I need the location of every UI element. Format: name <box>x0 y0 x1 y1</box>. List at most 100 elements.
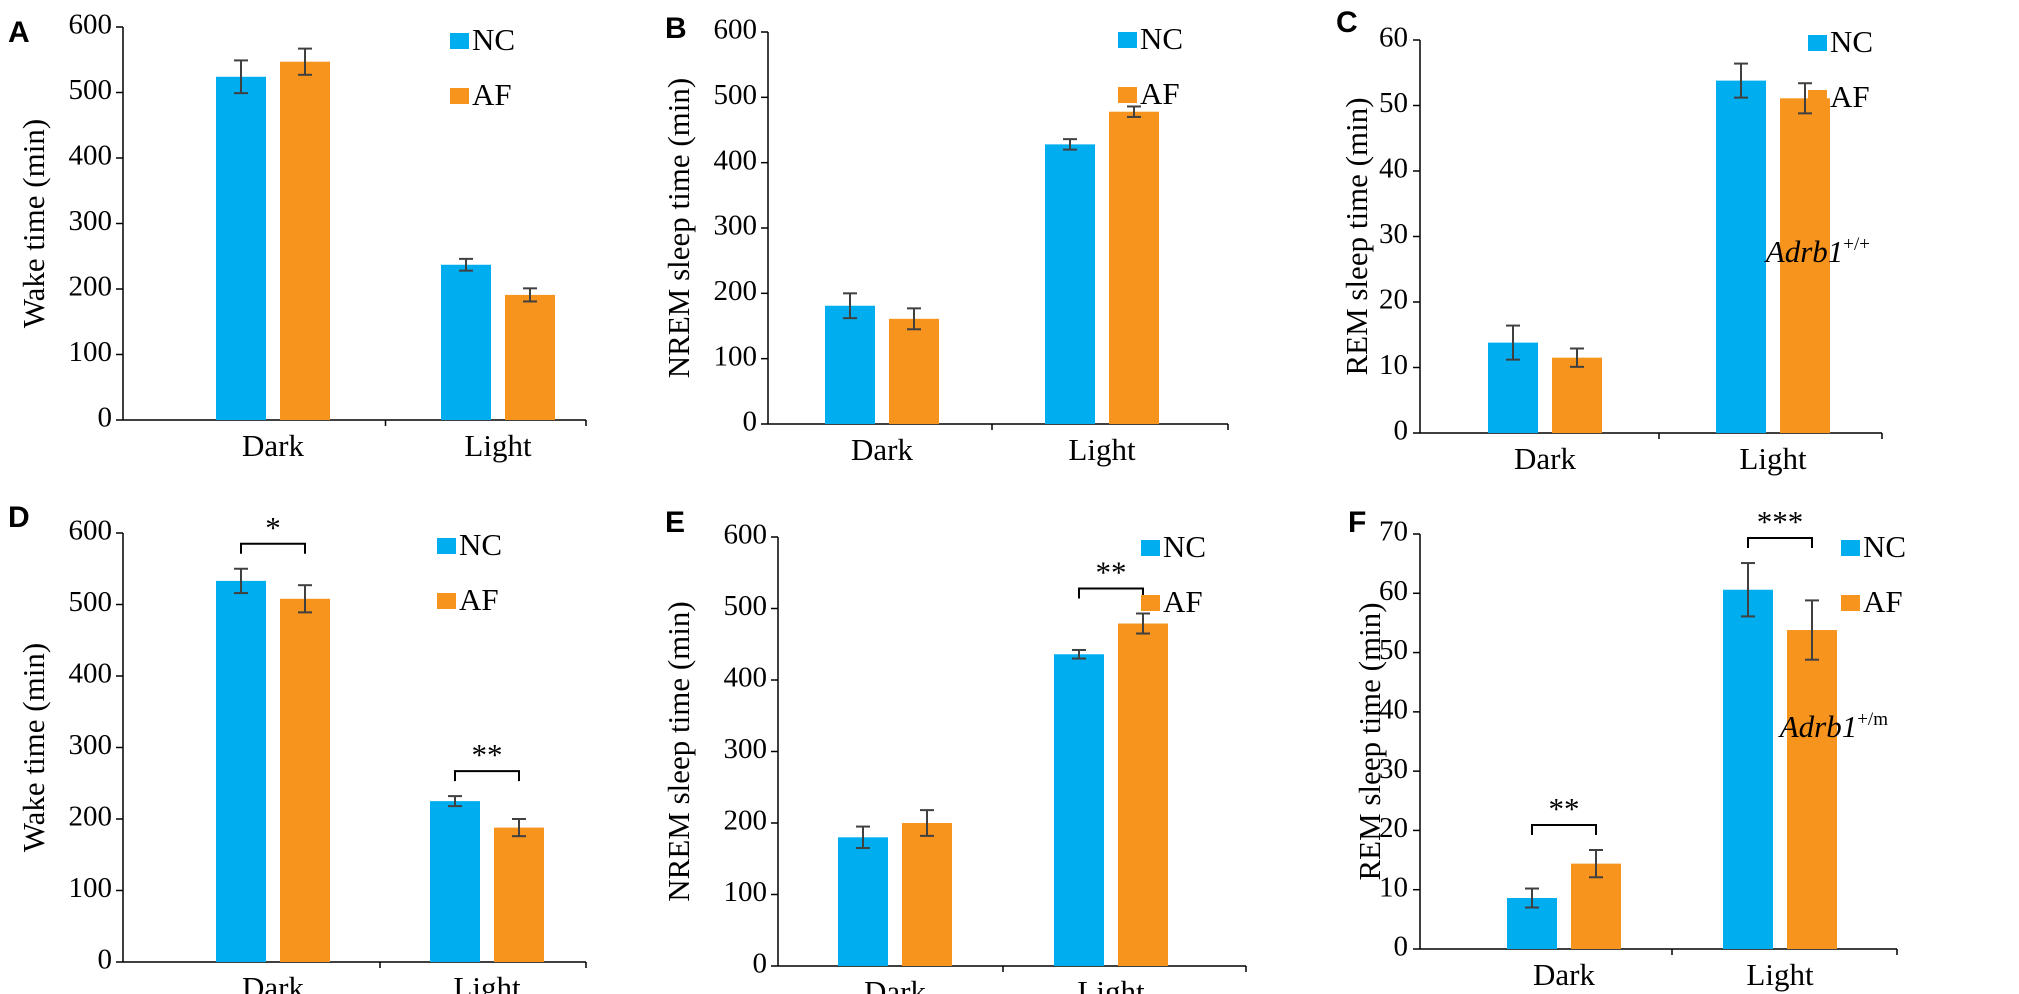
y-tick-label: 20 <box>1379 812 1408 844</box>
genotype-label: Adrb1+/+ <box>1764 234 1870 269</box>
legend-swatch-nc <box>1808 35 1827 51</box>
y-tick-label: 100 <box>724 876 768 908</box>
x-tick-label: Dark <box>1514 441 1576 476</box>
significance-bracket <box>1078 587 1144 599</box>
panel-a: A Wake time (min) 0 100 200 300 400 500 600 Dark L… <box>8 9 587 463</box>
y-tick-label: 10 <box>1379 349 1408 381</box>
legend-swatch-af <box>1141 595 1160 611</box>
y-axis-label: REM sleep time (min) <box>1352 602 1387 880</box>
y-tick-label: 70 <box>1379 516 1408 548</box>
significance-bracket <box>1747 537 1813 549</box>
legend-swatch-nc <box>450 33 469 49</box>
bar-af-light <box>1118 623 1168 966</box>
legend: NC AF <box>1808 24 1873 114</box>
bar-af-dark <box>902 823 952 966</box>
y-tick-label: 100 <box>69 336 113 368</box>
y-tick-label: 200 <box>69 271 113 303</box>
legend-label-nc: NC <box>472 22 515 57</box>
legend: NC AF <box>1841 529 1906 619</box>
legend-swatch-nc <box>1118 32 1137 48</box>
y-tick-label: 100 <box>714 340 758 372</box>
bar-nc-light <box>1723 589 1773 949</box>
y-tick-label: 200 <box>714 275 758 307</box>
y-tick-label: 0 <box>753 948 768 980</box>
y-tick-label: 30 <box>1379 753 1408 785</box>
panel-b: B NREM sleep time (min) 0 100 200 300 400 500 60… <box>661 12 1229 467</box>
y-tick-label: 400 <box>69 658 113 690</box>
y-tick-label: 500 <box>69 586 113 618</box>
bar-af-light <box>1109 111 1159 424</box>
bar-af-dark <box>280 598 330 962</box>
panel-letter: D <box>8 501 30 534</box>
y-tick-label: 0 <box>98 944 113 976</box>
legend-label-af: AF <box>459 582 499 617</box>
legend-label-nc: NC <box>1830 24 1873 59</box>
x-tick-label: Light <box>464 428 532 463</box>
legend-swatch-af <box>437 593 456 609</box>
y-tick-label: 200 <box>724 805 768 837</box>
legend-swatch-nc <box>1841 540 1860 556</box>
bar-af-dark <box>1552 357 1602 433</box>
bar-nc-light <box>1045 144 1095 424</box>
y-tick-label: 400 <box>714 144 758 176</box>
legend-swatch-nc <box>1141 540 1160 556</box>
y-tick-label: 400 <box>69 140 113 172</box>
bar-nc-dark <box>825 305 875 424</box>
y-axis-label: NREM sleep time (min) <box>661 78 696 378</box>
legend-label-af: AF <box>1140 76 1180 111</box>
x-tick-label: Dark <box>864 974 926 994</box>
y-tick-label: 40 <box>1379 694 1408 726</box>
legend-label-af: AF <box>1163 584 1203 619</box>
y-tick-label: 40 <box>1379 153 1408 185</box>
y-tick-label: 300 <box>69 205 113 237</box>
panel-letter: F <box>1348 506 1366 539</box>
y-tick-label: 60 <box>1379 22 1408 54</box>
y-axis-label: NREM sleep time (min) <box>661 601 696 901</box>
legend: NC AF <box>1118 21 1183 111</box>
panel-e: E NREM sleep time (min) 0 100 200 300 400 500 60… <box>661 506 1247 994</box>
bar-nc-light <box>441 264 491 420</box>
bar-nc-light <box>430 801 480 962</box>
legend-label-nc: NC <box>459 527 502 562</box>
bar-af-light <box>1780 98 1830 434</box>
x-tick-label: Light <box>453 970 521 994</box>
y-tick-label: 600 <box>69 515 113 547</box>
bar-af-dark <box>280 61 330 421</box>
bar-nc-light <box>1716 80 1766 434</box>
panel-f: F REM sleep time (min) 0 10 20 30 40 50 60 70 Dark… <box>1348 504 1906 992</box>
y-axis-label: Wake time (min) <box>16 119 51 328</box>
significance-label: ** <box>1549 791 1580 826</box>
panel-letter: B <box>665 12 687 45</box>
x-tick-label: Light <box>1077 974 1145 994</box>
bar-nc-light <box>1054 654 1104 966</box>
significance-label: ** <box>1096 555 1127 590</box>
x-tick-label: Light <box>1068 432 1136 467</box>
x-tick-label: Light <box>1746 957 1814 992</box>
legend-swatch-nc <box>437 538 456 554</box>
significance-bracket <box>1531 823 1597 835</box>
bar-nc-dark <box>838 837 888 966</box>
y-tick-label: 50 <box>1379 87 1408 119</box>
legend-label-af: AF <box>1830 79 1870 114</box>
y-tick-label: 0 <box>1394 931 1409 963</box>
y-tick-label: 0 <box>98 402 113 434</box>
y-axis-label: Wake time (min) <box>16 643 51 852</box>
x-tick-label: Dark <box>851 432 913 467</box>
y-tick-label: 50 <box>1379 634 1408 666</box>
y-tick-label: 600 <box>714 14 758 46</box>
y-tick-label: 0 <box>1394 415 1409 447</box>
x-tick-label: Dark <box>1533 957 1595 992</box>
legend-swatch-af <box>1841 595 1860 611</box>
legend-label-nc: NC <box>1140 21 1183 56</box>
y-tick-label: 200 <box>69 801 113 833</box>
y-tick-label: 10 <box>1379 871 1408 903</box>
x-tick-label: Light <box>1739 441 1807 476</box>
legend: NC AF <box>450 22 515 112</box>
significance-bracket <box>454 770 520 782</box>
y-tick-label: 600 <box>724 519 768 551</box>
y-tick-label: 500 <box>714 79 758 111</box>
panel-letter: C <box>1336 6 1358 39</box>
panel-letter: A <box>8 16 30 49</box>
panel-d: D Wake time (min) 0 100 200 300 400 500 600 Dark L… <box>8 501 587 994</box>
